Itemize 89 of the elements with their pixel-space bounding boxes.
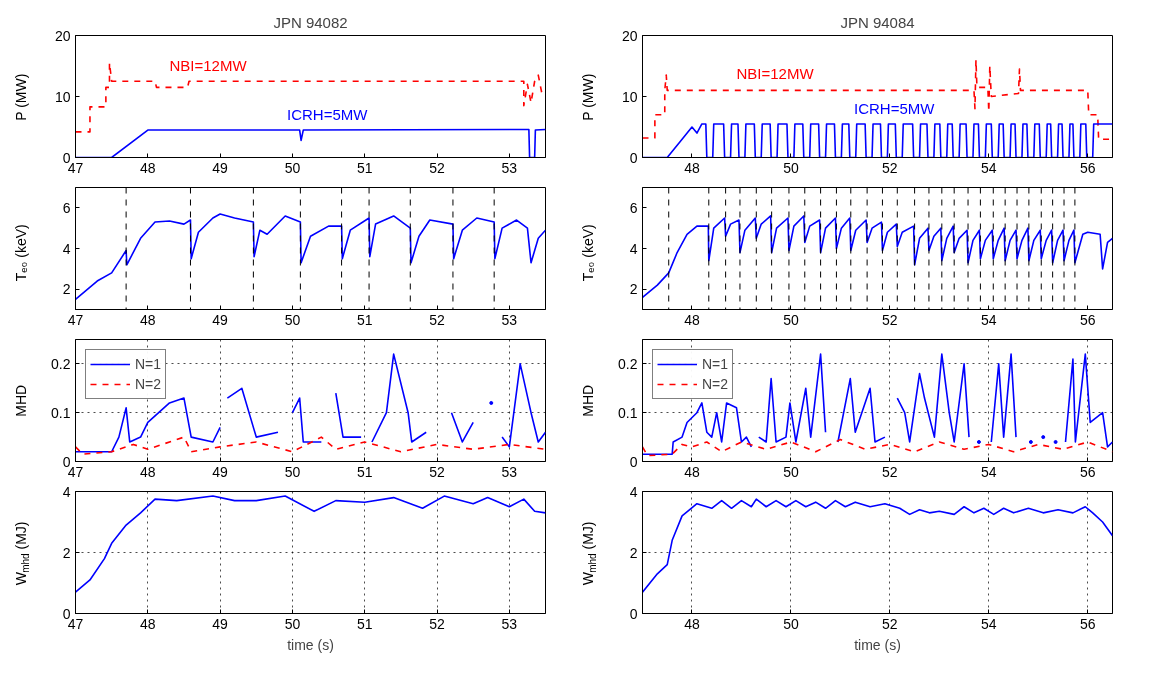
y-tick-label: 0 [62, 453, 71, 470]
x-tick-label: 51 [356, 615, 373, 632]
y-axis-title: Tₑ₀ (keV) [12, 224, 29, 282]
x-tick-label: 50 [284, 311, 301, 328]
x-tick-label: 48 [140, 615, 156, 632]
y-tick-label: 0.1 [618, 404, 638, 421]
y-tick-label: 0.1 [51, 404, 71, 421]
x-tick-label: 51 [356, 463, 373, 480]
x-tick-label: 49 [212, 311, 229, 328]
y-tick-label: 2 [62, 281, 71, 298]
x-tick-label: 50 [783, 311, 799, 328]
x-tick-label: 52 [429, 159, 446, 176]
y-axis-title: Tₑ₀ (keV) [579, 224, 596, 282]
x-tick-label: 51 [356, 311, 373, 328]
x-tick-label: 50 [783, 463, 799, 480]
y-tick-label: 20 [621, 27, 638, 44]
x-tick-label: 50 [284, 463, 301, 480]
x-tick-label: 54 [981, 615, 997, 632]
x-tick-label: 52 [429, 463, 446, 480]
x-tick-label: 52 [429, 615, 446, 632]
x-tick-label: 56 [1079, 311, 1096, 328]
x-tick-label: 47 [67, 311, 84, 328]
x-tick-label: 52 [429, 311, 446, 328]
x-tick-label: 48 [684, 463, 700, 480]
x-tick-label: 53 [501, 159, 518, 176]
y-tick-label: 0 [62, 605, 71, 622]
x-tick-label: 50 [284, 615, 301, 632]
x-tick-label: 56 [1079, 159, 1096, 176]
x-tick-label: 48 [684, 615, 700, 632]
x-axis-title: time (s) [287, 636, 334, 653]
x-tick-label: 54 [981, 463, 997, 480]
y-tick-label: 20 [54, 27, 71, 44]
y-tick-label: 0 [629, 149, 638, 166]
series-label: ICRH=5MW [854, 99, 936, 117]
x-tick-label: 52 [882, 615, 898, 632]
y-tick-label: 4 [62, 240, 71, 257]
y-tick-label: 6 [629, 199, 638, 216]
y-tick-label: 4 [629, 240, 638, 257]
y-axis-title: MHD [579, 384, 596, 417]
x-tick-label: 48 [140, 311, 156, 328]
x-tick-label: 54 [981, 159, 997, 176]
y-tick-label: 10 [621, 88, 638, 105]
x-tick-label: 56 [1079, 615, 1096, 632]
x-tick-label: 51 [356, 159, 373, 176]
y-axis-title: P (MW) [12, 73, 29, 121]
y-tick-label: 0.2 [51, 355, 71, 372]
y-tick-label: 2 [62, 544, 71, 561]
x-tick-label: 48 [684, 311, 700, 328]
x-tick-label: 53 [501, 615, 518, 632]
series-label: NBI=12MW [169, 56, 248, 74]
y-tick-label: 4 [629, 483, 638, 500]
x-tick-label: 49 [212, 159, 229, 176]
y-axis-title: MHD [12, 384, 29, 417]
x-axis-title: time (s) [854, 636, 901, 653]
x-tick-label: 50 [783, 159, 799, 176]
y-tick-label: 10 [54, 88, 71, 105]
y-tick-label: 0.2 [618, 355, 638, 372]
x-tick-label: 52 [882, 159, 898, 176]
x-tick-label: 56 [1079, 463, 1096, 480]
legend-label: N=2 [135, 376, 162, 392]
y-tick-label: 2 [629, 281, 638, 298]
y-axis-title: Wmhd (MJ) [579, 521, 598, 586]
y-tick-label: 0 [629, 605, 638, 622]
x-tick-label: 52 [882, 463, 898, 480]
legend-label: N=1 [135, 356, 162, 372]
x-tick-label: 49 [212, 615, 229, 632]
y-tick-label: 0 [629, 453, 638, 470]
x-tick-label: 53 [501, 463, 518, 480]
x-tick-label: 52 [882, 311, 898, 328]
legend-label: N=1 [702, 356, 729, 372]
y-axis-title: Wmhd (MJ) [12, 521, 31, 586]
x-tick-label: 54 [981, 311, 997, 328]
y-tick-label: 6 [62, 199, 71, 216]
x-tick-label: 50 [284, 159, 301, 176]
legend-label: N=2 [702, 376, 729, 392]
chart-title: JPN 94082 [273, 13, 348, 31]
y-tick-label: 0 [62, 149, 71, 166]
series-label: NBI=12MW [736, 64, 815, 82]
x-tick-label: 48 [140, 463, 156, 480]
x-tick-label: 48 [140, 159, 156, 176]
x-tick-label: 50 [783, 615, 799, 632]
y-tick-label: 4 [62, 483, 71, 500]
y-tick-label: 2 [629, 544, 638, 561]
x-tick-label: 49 [212, 463, 229, 480]
x-tick-label: 53 [501, 311, 518, 328]
series-label: ICRH=5MW [287, 105, 369, 123]
x-tick-label: 48 [684, 159, 700, 176]
chart-title: JPN 94084 [840, 13, 915, 31]
y-axis-title: P (MW) [579, 73, 596, 121]
